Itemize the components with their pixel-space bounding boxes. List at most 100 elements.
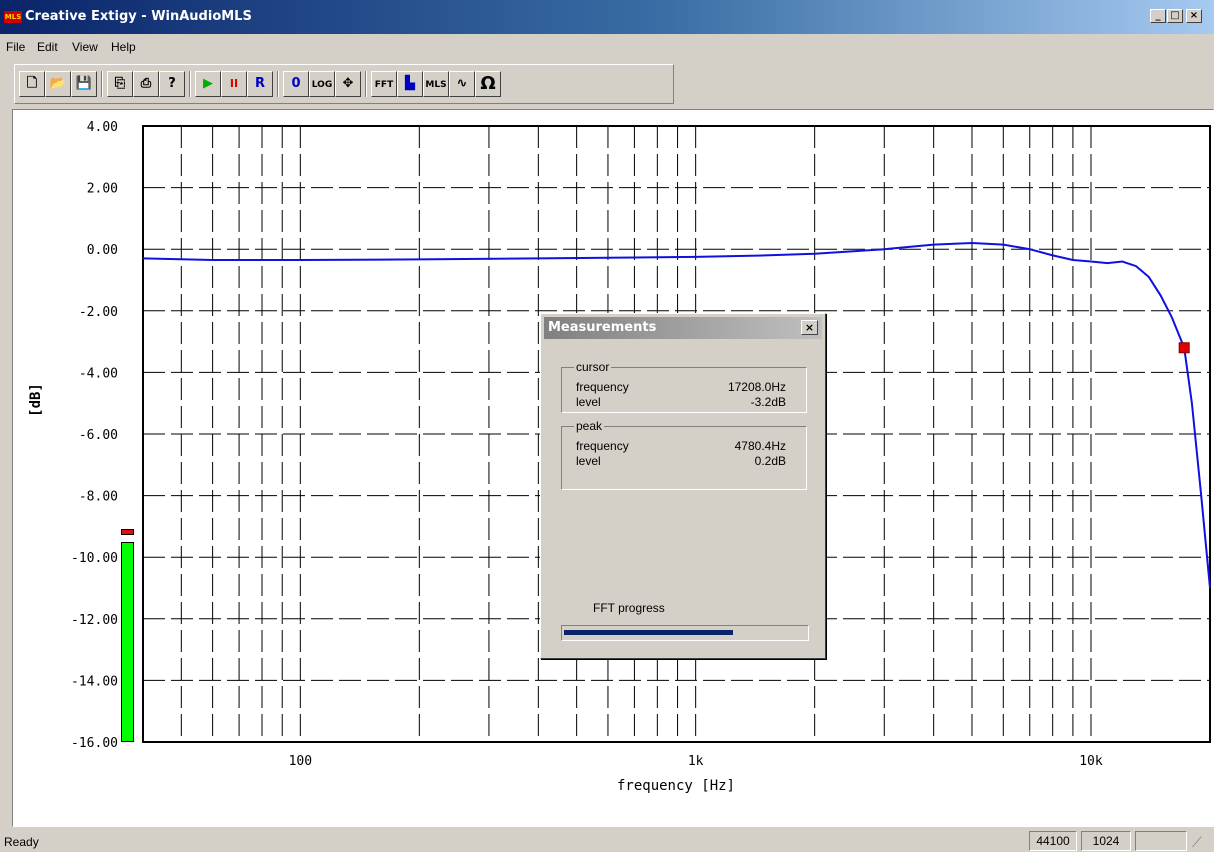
r-button[interactable]: R: [247, 71, 273, 97]
sample-rate-cell: 44100: [1029, 831, 1077, 851]
fft-icon: FFT: [374, 80, 394, 90]
new-file-button[interactable]: 🗋: [19, 71, 45, 97]
menu-file[interactable]: File: [6, 40, 26, 54]
copy-icon: ⎘: [114, 76, 126, 91]
y-axis-label: [dB]: [28, 383, 44, 417]
omega-icon: Ω: [480, 73, 496, 94]
y-tick-label: -4.00: [79, 366, 118, 381]
mls-icon: MLS: [425, 80, 447, 90]
fft-size-cell: 1024: [1081, 831, 1131, 851]
window-title: Creative Extigy - WinAudioMLS: [25, 9, 252, 24]
move-arrows-icon: ✥: [342, 76, 354, 91]
fft-progress-bar: [561, 625, 809, 641]
peak-frequency-label: frequency: [576, 439, 629, 453]
r-icon: R: [254, 76, 265, 91]
measurements-title-text: Measurements: [548, 320, 657, 335]
fft-button[interactable]: FFT: [371, 71, 397, 97]
fft-progress-label: FFT progress: [593, 601, 665, 615]
peak-frequency-row: frequency 4780.4Hz: [576, 439, 786, 453]
level-meter: [121, 541, 134, 742]
y-tick-label: -8.00: [79, 490, 118, 505]
menu-view[interactable]: View: [72, 40, 98, 54]
peak-level-value: 0.2dB: [754, 454, 786, 468]
pause-button[interactable]: II: [221, 71, 247, 97]
minimize-button[interactable]: _: [1150, 9, 1166, 23]
spectrum-button[interactable]: ▙: [397, 71, 423, 97]
resize-grip-icon[interactable]: ⟋: [1192, 834, 1202, 850]
pause-icon: II: [229, 77, 239, 90]
peak-frequency-value: 4780.4Hz: [734, 439, 786, 453]
cursor-frequency-value: 17208.0Hz: [727, 380, 786, 394]
status-text: Ready: [4, 835, 39, 849]
y-tick-label: 4.00: [87, 120, 118, 135]
log-icon: LOG: [311, 80, 333, 90]
log-button[interactable]: LOG: [309, 71, 335, 97]
copy-button[interactable]: ⎘: [107, 71, 133, 97]
x-tick-label: 100: [289, 754, 312, 769]
cursor-level-row: level -3.2dB: [576, 395, 786, 409]
response-curve: [142, 241, 1211, 589]
open-button[interactable]: 📂: [45, 71, 71, 97]
toolbar-separator: [365, 71, 367, 97]
cursor-group: cursor frequency 17208.0Hz level -3.2dB: [561, 360, 807, 413]
y-tick-label: -14.00: [71, 674, 118, 689]
status-empty-cell: [1135, 831, 1187, 851]
plot-frame: [142, 125, 1211, 743]
wave-button[interactable]: ∿: [449, 71, 475, 97]
cursor-marker: [1178, 342, 1190, 354]
cursor-level-value: -3.2dB: [750, 395, 786, 409]
zero-button[interactable]: 0: [283, 71, 309, 97]
menu-edit[interactable]: Edit: [37, 40, 58, 54]
app-logo-icon: MLS: [4, 11, 22, 23]
open-folder-icon: 📂: [49, 76, 67, 91]
play-icon: ▶: [203, 76, 213, 91]
y-tick-label: -10.00: [71, 551, 118, 566]
help-icon: ?: [168, 76, 176, 91]
toolbar: 🗋 📂 💾 ⎘ ⎙? ▶ II R 0 LOG ✥ FFT ▙ MLS ∿ Ω: [14, 64, 674, 104]
move-button[interactable]: ✥: [335, 71, 361, 97]
level-meter-peak: [121, 528, 134, 535]
printer-icon: ⎙: [140, 76, 152, 91]
bar-chart-icon: ▙: [405, 76, 415, 91]
menu-bar: File Edit View Help: [0, 34, 1214, 60]
y-tick-label: 0.00: [87, 243, 118, 258]
measurements-dialog-title[interactable]: Measurements ×: [544, 317, 822, 339]
status-bar: Ready 44100 1024 ⟋: [0, 828, 1214, 852]
title-bar[interactable]: MLS Creative Extigy - WinAudioMLS _ □ ×: [0, 0, 1214, 34]
peak-group: peak frequency 4780.4Hz level 0.2dB: [561, 419, 807, 490]
fft-progress-fill: [564, 630, 734, 635]
cursor-frequency-label: frequency: [576, 380, 629, 394]
y-tick-label: 2.00: [87, 182, 118, 197]
menu-help[interactable]: Help: [111, 40, 136, 54]
cursor-frequency-row: frequency 17208.0Hz: [576, 380, 786, 394]
wave-icon: ∿: [456, 76, 468, 91]
x-axis-label: frequency [Hz]: [617, 778, 735, 794]
dialog-close-button[interactable]: ×: [801, 320, 818, 335]
zero-icon: 0: [291, 76, 301, 91]
x-tick-label: 10k: [1079, 754, 1103, 769]
save-button[interactable]: 💾: [71, 71, 97, 97]
help-button[interactable]: ?: [159, 71, 185, 97]
print-button[interactable]: ⎙: [133, 71, 159, 97]
measurements-dialog[interactable]: Measurements × cursor frequency 17208.0H…: [540, 313, 826, 659]
maximize-button[interactable]: □: [1167, 9, 1183, 23]
peak-level-row: level 0.2dB: [576, 454, 786, 468]
mls-button[interactable]: MLS: [423, 71, 449, 97]
toolbar-separator: [101, 71, 103, 97]
cursor-level-label: level: [576, 395, 601, 409]
y-tick-label: -16.00: [71, 736, 118, 751]
peak-level-label: level: [576, 454, 601, 468]
toolbar-separator: [189, 71, 191, 97]
y-tick-label: -6.00: [79, 428, 118, 443]
y-tick-label: -2.00: [79, 305, 118, 320]
x-tick-label: 1k: [688, 754, 704, 769]
cursor-group-label: cursor: [574, 360, 612, 374]
floppy-icon: 💾: [75, 76, 93, 91]
play-button[interactable]: ▶: [195, 71, 221, 97]
peak-group-label: peak: [574, 419, 605, 433]
new-file-icon: 🗋: [26, 76, 38, 91]
impedance-button[interactable]: Ω: [475, 71, 501, 97]
close-button[interactable]: ×: [1186, 9, 1202, 23]
toolbar-separator: [277, 71, 279, 97]
y-tick-label: -12.00: [71, 613, 118, 628]
